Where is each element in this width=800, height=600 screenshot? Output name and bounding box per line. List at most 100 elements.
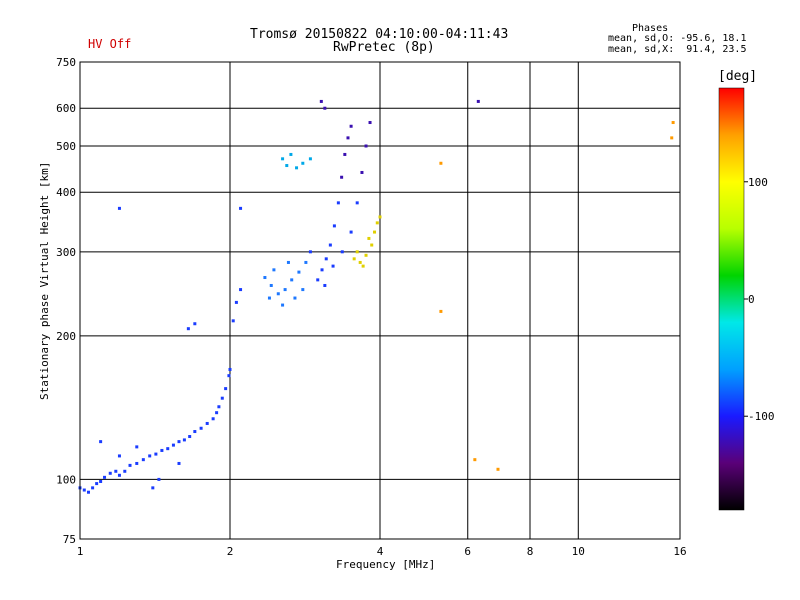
data-point (117, 454, 121, 458)
data-point (205, 421, 209, 425)
data-point (301, 288, 305, 292)
data-point (340, 250, 344, 254)
data-point (439, 309, 443, 313)
data-point (135, 445, 139, 449)
data-point (297, 270, 301, 274)
data-point (361, 264, 365, 268)
data-point (263, 276, 267, 280)
data-point (86, 490, 90, 494)
data-point (199, 426, 203, 430)
x-tick-label: 4 (377, 545, 384, 558)
data-point (157, 477, 161, 481)
data-point (340, 175, 344, 179)
x-tick-label: 8 (527, 545, 534, 558)
data-point (151, 486, 155, 490)
data-point (224, 387, 228, 391)
colorbar (718, 87, 745, 511)
y-tick-label: 600 (56, 102, 76, 115)
data-point (154, 452, 158, 456)
grid-lines (80, 62, 680, 539)
data-point (343, 152, 347, 156)
y-tick-label: 75 (63, 533, 76, 546)
data-point (368, 121, 372, 125)
data-point (378, 215, 382, 219)
colorbar-tick-label: 100 (748, 176, 768, 189)
data-point (231, 319, 235, 323)
data-point (234, 300, 238, 304)
data-point (323, 283, 327, 287)
data-point (439, 161, 443, 165)
data-point (323, 106, 327, 110)
data-point (91, 486, 95, 490)
data-point (211, 417, 215, 421)
x-axis-label: Frequency [MHz] (336, 558, 436, 571)
x-tick-label: 2 (227, 545, 234, 558)
y-tick-label: 400 (56, 186, 76, 199)
plot-frame (79, 61, 681, 540)
data-point (148, 454, 152, 458)
data-point (141, 458, 145, 462)
data-point (289, 152, 293, 156)
colorbar-ticks: 100 0 -100 (744, 176, 775, 423)
data-point (336, 201, 340, 205)
data-point (283, 288, 287, 292)
data-point (308, 250, 312, 254)
x-tick-label: 10 (572, 545, 585, 558)
data-point (193, 322, 197, 326)
data-point (319, 99, 323, 103)
data-point (332, 224, 336, 228)
data-point (670, 136, 674, 140)
data-point (364, 144, 368, 148)
data-point (188, 435, 192, 439)
data-point (220, 396, 224, 400)
data-point (476, 99, 480, 103)
data-point (349, 230, 353, 234)
chart-title: Tromsø 20150822 04:10:00-04:11:43 (250, 27, 509, 42)
data-point (370, 243, 374, 247)
data-point (367, 236, 371, 240)
data-point (304, 260, 308, 264)
x-tick-label: 6 (464, 545, 471, 558)
colorbar-tick-label: -100 (748, 410, 775, 423)
hv-status-label: HV Off (88, 37, 132, 51)
data-point (82, 488, 86, 492)
colorbar-unit-label: [deg] (718, 69, 758, 84)
data-point (346, 136, 350, 140)
data-point (160, 448, 164, 452)
y-tick-label: 500 (56, 140, 76, 153)
data-point (373, 230, 377, 234)
data-point (355, 250, 359, 254)
data-point (293, 296, 297, 300)
y-tick-label: 300 (56, 246, 76, 259)
data-point (182, 438, 186, 442)
data-point (239, 206, 243, 210)
data-point (117, 473, 121, 477)
data-point (269, 283, 273, 287)
data-point (285, 164, 289, 168)
data-point (375, 221, 379, 225)
data-point (320, 268, 324, 272)
data-point (308, 157, 312, 161)
data-point (328, 243, 332, 247)
colorbar-tick-label: 0 (748, 293, 755, 306)
data-point (671, 121, 675, 125)
data-point (95, 482, 99, 486)
data-point (473, 458, 477, 462)
data-point (324, 257, 328, 261)
data-point (103, 475, 107, 479)
data-point (193, 430, 197, 434)
x-axis-ticks: 1 2 4 6 8 10 16 (77, 545, 687, 558)
data-point (276, 292, 280, 296)
phases-o-stats: mean, sd,O: -95.6, 18.1 (608, 33, 747, 44)
data-point (281, 157, 285, 161)
data-point (186, 327, 190, 331)
x-tick-label: 1 (77, 545, 84, 558)
data-point (301, 161, 305, 165)
data-point (171, 443, 175, 447)
data-point (496, 467, 500, 471)
x-tick-label: 16 (673, 545, 686, 558)
data-point (355, 201, 359, 205)
data-point (239, 288, 243, 292)
phases-title: Phases (632, 23, 669, 34)
